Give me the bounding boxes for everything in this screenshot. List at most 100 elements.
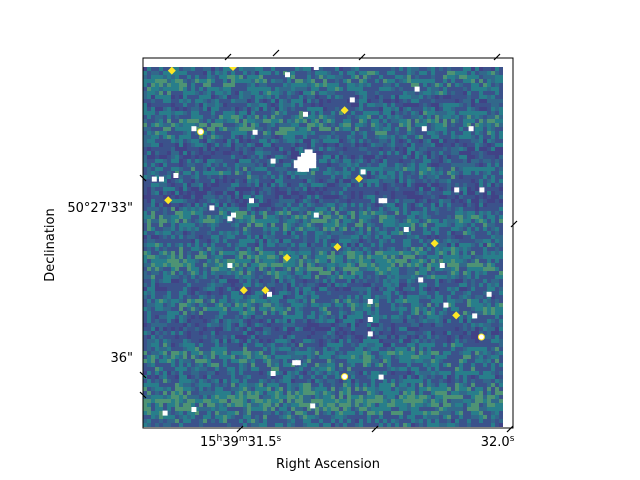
pixel [411, 235, 415, 239]
pixel [395, 299, 399, 303]
pixel [339, 335, 343, 339]
pixel [335, 75, 339, 79]
pixel [259, 107, 263, 111]
pixel [163, 191, 167, 195]
pixel [383, 215, 387, 219]
pixel [395, 199, 399, 203]
pixel [407, 235, 411, 239]
pixel [163, 235, 167, 239]
pixel [151, 415, 155, 419]
pixel [483, 363, 487, 367]
pixel [307, 415, 311, 419]
pixel [247, 275, 251, 279]
pixel [243, 71, 247, 75]
pixel [439, 143, 443, 147]
pixel [183, 79, 187, 83]
pixel [347, 391, 351, 395]
pixel [155, 343, 159, 347]
pixel [259, 211, 263, 215]
pixel [427, 395, 431, 399]
pixel [191, 139, 195, 143]
pixel [379, 143, 383, 147]
pixel [187, 331, 191, 335]
pixel [175, 167, 179, 171]
pixel [231, 335, 235, 339]
pixel [339, 151, 343, 155]
pixel [419, 91, 423, 95]
pixel [383, 255, 387, 259]
pixel [179, 247, 183, 251]
pixel [299, 111, 303, 115]
pixel [467, 347, 471, 351]
pixel [415, 395, 419, 399]
pixel [283, 311, 287, 315]
pixel [243, 231, 247, 235]
pixel [263, 259, 267, 263]
pixel [403, 395, 407, 399]
pixel [479, 331, 483, 335]
pixel [495, 355, 499, 359]
pixel [327, 215, 331, 219]
pixel [455, 243, 459, 247]
pixel [331, 195, 335, 199]
pixel [367, 399, 371, 403]
pixel [171, 95, 175, 99]
pixel [391, 223, 395, 227]
pixel [211, 371, 215, 375]
pixel [255, 195, 259, 199]
pixel [483, 99, 487, 103]
pixel [295, 371, 299, 375]
pixel [235, 179, 239, 183]
pixel [411, 295, 415, 299]
pixel [183, 403, 187, 407]
pixel [271, 219, 275, 223]
pixel [395, 207, 399, 211]
pixel [359, 191, 363, 195]
pixel [447, 67, 451, 71]
pixel [147, 343, 151, 347]
pixel [163, 343, 167, 347]
pixel [499, 339, 503, 343]
pixel [387, 391, 391, 395]
pixel [343, 127, 347, 131]
pixel [351, 275, 355, 279]
pixel [335, 259, 339, 263]
pixel [427, 331, 431, 335]
pixel [387, 407, 391, 411]
pixel [219, 95, 223, 99]
pixel [295, 399, 299, 403]
pixel [359, 87, 363, 91]
pixel [459, 167, 463, 171]
pixel [483, 271, 487, 275]
pixel [227, 119, 231, 123]
pixel [335, 283, 339, 287]
pixel [155, 171, 159, 175]
pixel [407, 103, 411, 107]
pixel [355, 123, 359, 127]
pixel [363, 83, 367, 87]
pixel [191, 263, 195, 267]
pixel [235, 123, 239, 127]
pixel [439, 115, 443, 119]
pixel [299, 387, 303, 391]
pixel [351, 259, 355, 263]
pixel [259, 303, 263, 307]
pixel [183, 287, 187, 291]
pixel [359, 407, 363, 411]
pixel [175, 83, 179, 87]
pixel [391, 271, 395, 275]
pixel [283, 347, 287, 351]
pixel [191, 211, 195, 215]
pixel [451, 291, 455, 295]
pixel [391, 351, 395, 355]
pixel [391, 215, 395, 219]
pixel [375, 359, 379, 363]
pixel [143, 75, 147, 79]
pixel [171, 303, 175, 307]
pixel [403, 307, 407, 311]
pixel [143, 83, 147, 87]
pixel [203, 103, 207, 107]
pixel [183, 211, 187, 215]
pixel [259, 259, 263, 263]
pixel [479, 71, 483, 75]
